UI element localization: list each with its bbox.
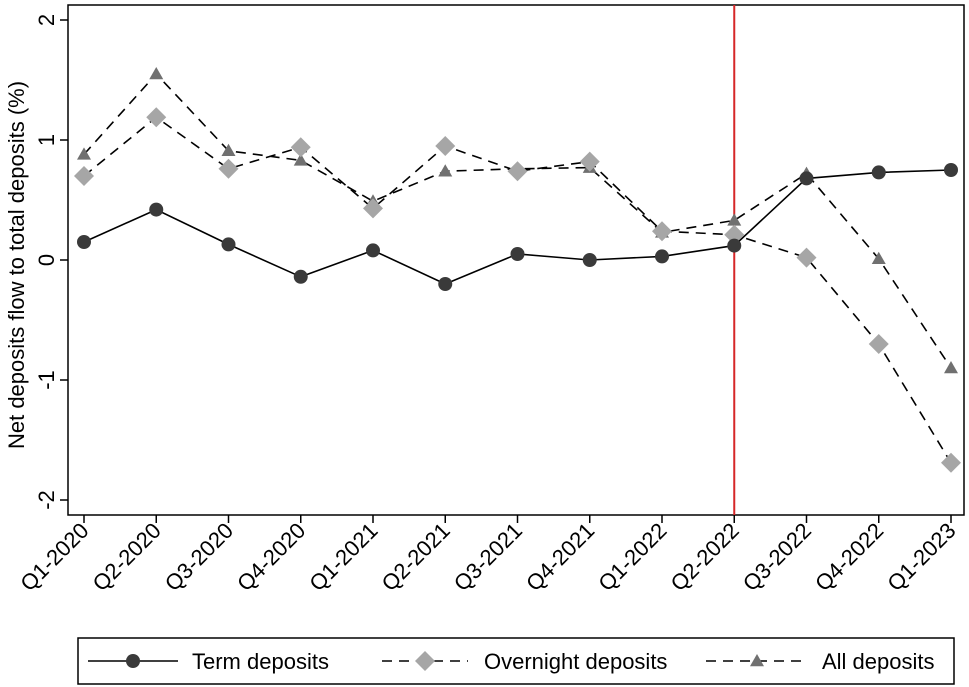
legend-box	[77, 637, 955, 685]
term-deposits-point	[582, 253, 597, 267]
term-deposits-point	[727, 238, 742, 253]
legend-marker-all-deposits	[750, 654, 764, 667]
x-tick-label: Q1-2021	[304, 518, 382, 596]
legend-marker-term-deposits	[126, 654, 140, 668]
term-deposits-point	[77, 235, 91, 249]
x-tick-label: Q1-2020	[15, 518, 93, 596]
all-deposits-point	[438, 164, 453, 177]
y-axis-title: Net deposits flow to total deposits (%)	[4, 81, 29, 449]
term-deposits-point	[293, 269, 308, 284]
term-deposits-point	[655, 249, 669, 264]
all-deposits-line	[83, 72, 952, 369]
y-axis: 2 1 0 -1 -2	[34, 14, 68, 510]
x-tick-label: Q4-2021	[521, 518, 599, 596]
x-axis: Q1-2020Q2-2020Q3-2020Q4-2020Q1-2021Q2-20…	[15, 515, 961, 596]
x-tick-label: Q2-2020	[88, 518, 166, 596]
all-deposits-point	[727, 213, 742, 226]
term-deposits-point	[149, 202, 164, 217]
overnight-deposits-point	[796, 247, 817, 268]
legend-label-all-deposits: All deposits	[822, 649, 935, 674]
overnight-deposits-point	[290, 137, 311, 158]
all-deposits-point	[149, 67, 164, 80]
overnight-deposits-point	[724, 224, 745, 245]
legend-label-term-deposits: Term deposits	[192, 649, 329, 674]
overnight-deposits-point	[941, 452, 961, 473]
overnight-deposits-point	[507, 161, 528, 182]
x-tick-label: Q3-2022	[738, 518, 816, 596]
x-tick-label: Q4-2022	[810, 518, 888, 596]
term-deposits-point	[944, 163, 958, 177]
term-deposits-point	[366, 243, 380, 258]
x-tick-label: Q3-2020	[160, 518, 238, 596]
all-deposits-point	[944, 361, 958, 374]
y-tick-label: -1	[34, 370, 59, 390]
x-tick-label: Q2-2021	[377, 518, 455, 596]
term-deposits-point	[510, 247, 525, 261]
all-deposits-point	[871, 251, 886, 265]
overnight-deposits-point	[363, 198, 383, 219]
all-deposits-point	[77, 147, 91, 160]
all-deposits-point	[221, 143, 236, 157]
overnight-deposits-point	[74, 166, 94, 186]
y-tick-label: 0	[34, 254, 59, 266]
y-tick-label: 2	[34, 14, 59, 26]
y-tick-label: -2	[34, 490, 59, 510]
term-deposits-point	[438, 277, 453, 291]
all-deposits-point	[293, 153, 308, 166]
term-deposits-point	[221, 237, 236, 252]
overnight-deposits-point	[579, 151, 600, 172]
overnight-deposits-point	[435, 136, 456, 156]
legend: Term deposits Overnight deposits All depos…	[77, 637, 955, 685]
legend-items: Term deposits Overnight deposits All depos…	[88, 649, 935, 674]
x-tick-label: Q1-2023	[882, 518, 960, 596]
overnight-deposits-point	[868, 334, 889, 354]
term-deposits-point	[799, 171, 814, 186]
series-layer	[74, 67, 961, 473]
x-tick-label: Q3-2021	[449, 518, 527, 596]
x-tick-label: Q1-2022	[593, 518, 671, 596]
term-deposits-line	[83, 169, 952, 285]
x-tick-label: Q2-2022	[666, 518, 744, 596]
legend-label-overnight-deposits: Overnight deposits	[484, 649, 667, 674]
legend-marker-overnight-deposits	[415, 651, 435, 671]
term-deposits-point	[871, 165, 886, 180]
y-tick-label: 1	[34, 134, 59, 146]
overnight-deposits-point	[218, 158, 239, 179]
x-tick-label: Q4-2020	[232, 518, 310, 596]
overnight-deposits-point	[146, 107, 167, 128]
overnight-deposits-point	[652, 221, 672, 242]
